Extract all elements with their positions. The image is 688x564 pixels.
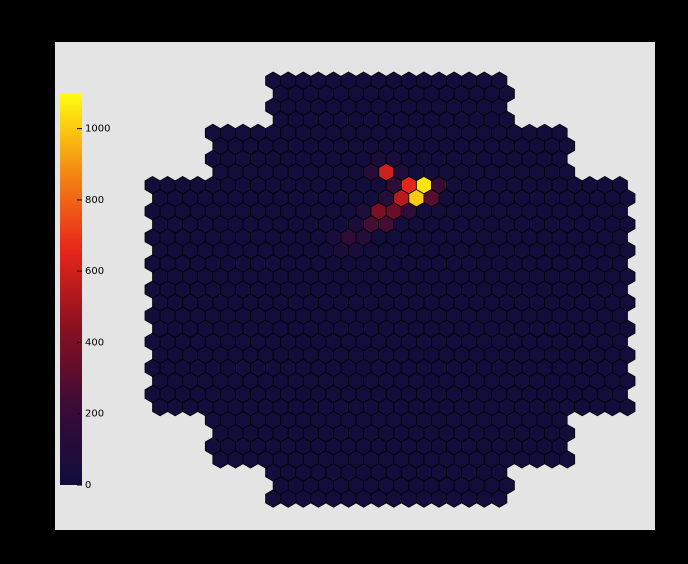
camera-pixel: [311, 490, 326, 507]
colorbar-tick-label: 800: [85, 195, 104, 206]
camera-pixel: [431, 490, 446, 507]
camera-pixel: [529, 451, 544, 468]
camera-pixel: [492, 490, 507, 507]
camera-pixel: [575, 398, 590, 415]
camera-pixel: [605, 398, 620, 415]
camera-pixel: [514, 451, 529, 468]
colorbar-tick-label: 1000: [85, 124, 110, 135]
colorbar-tick-label: 0: [85, 480, 91, 491]
camera-pixel: [213, 451, 228, 468]
camera-pixel: [416, 490, 431, 507]
camera-pixel: [590, 398, 605, 415]
camera-pixel: [477, 490, 492, 507]
camera-pixel: [462, 490, 477, 507]
camera-pixel: [447, 490, 462, 507]
colorbar: [60, 93, 82, 485]
camera-pixel: [386, 490, 401, 507]
camera-pixel: [326, 490, 341, 507]
camera-pixel: [371, 490, 386, 507]
camera-pixel: [266, 490, 281, 507]
camera-pixel: [228, 451, 243, 468]
colorbar-tick-label: 200: [85, 409, 104, 420]
camera-pixel: [620, 398, 635, 415]
camera-pixel: [296, 490, 311, 507]
colorbar-tick-label: 600: [85, 266, 104, 277]
camera-display: 0 200 400 600 800 1000: [0, 0, 688, 564]
camera-pixel: [545, 451, 560, 468]
camera-pixel: [153, 398, 168, 415]
camera-pixel: [183, 398, 198, 415]
colorbar-tick-label: 400: [85, 337, 104, 348]
camera-pixel: [341, 490, 356, 507]
camera-pixel: [401, 490, 416, 507]
camera-pixel: [356, 490, 371, 507]
camera-pixels: [145, 72, 635, 507]
camera-pixel: [243, 451, 258, 468]
camera-pixel: [168, 398, 183, 415]
camera-pixel: [560, 451, 575, 468]
camera-pixel: [281, 490, 296, 507]
